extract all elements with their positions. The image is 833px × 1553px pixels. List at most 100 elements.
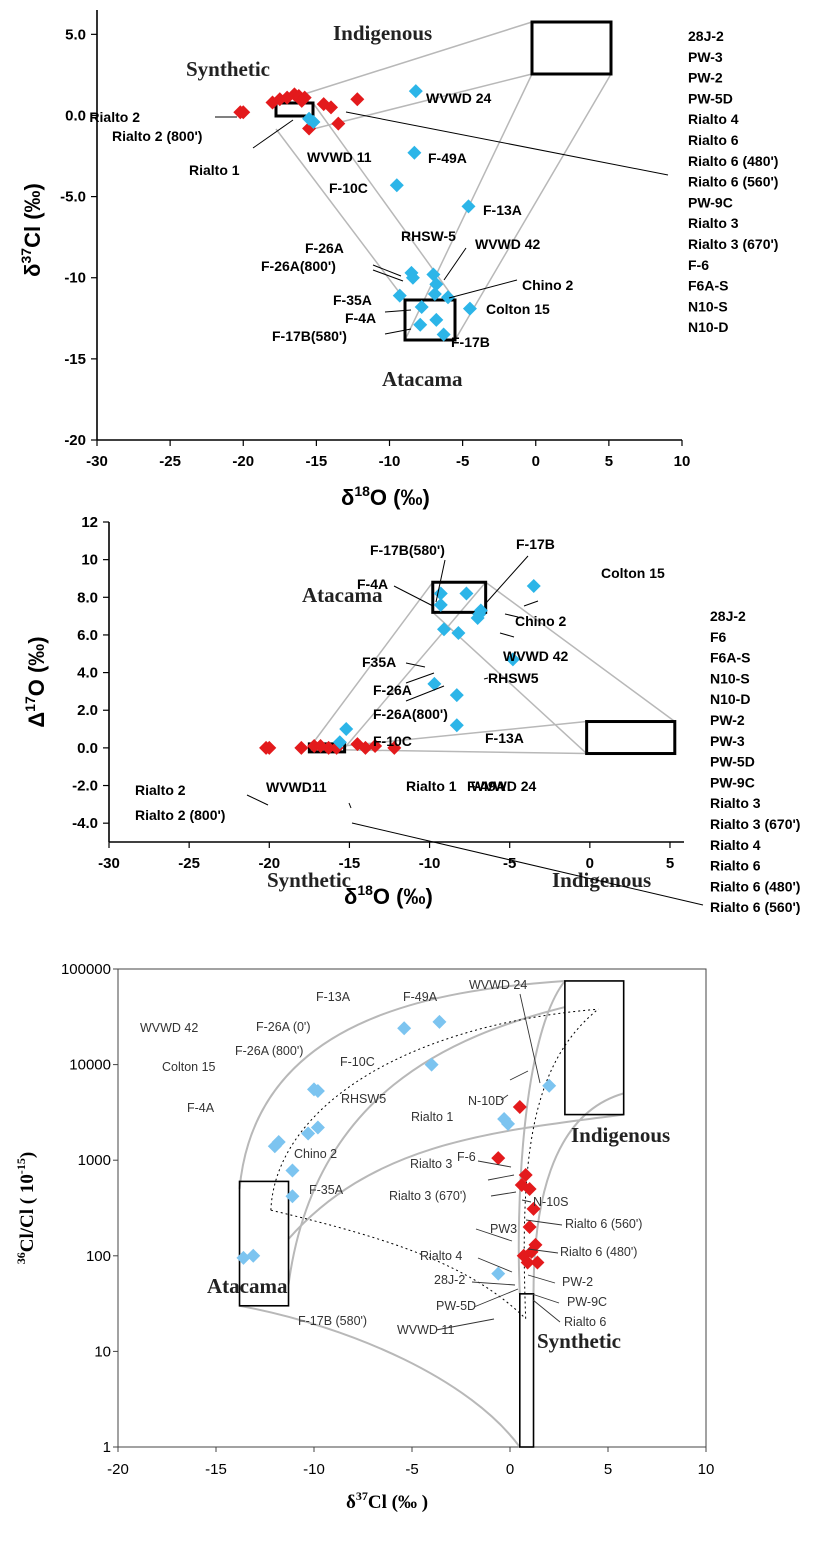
panel-2-o17-vs-oxygen: -30 -25 -20 -15 -10 -5 0 5 12 10 8.0 6.0 4.0 2.0 0.0 -2… <box>22 514 800 915</box>
p2-synthetic-point <box>368 739 383 753</box>
p2-synthetic-point <box>262 740 277 755</box>
p2-region-label: Synthetic <box>267 868 351 892</box>
p1-y-tick-label: -15 <box>64 351 86 368</box>
p3-groundwater-point <box>246 1248 261 1263</box>
p1-synthetic-box <box>274 101 315 118</box>
p1-label: F-10C <box>329 180 368 196</box>
p1-synthetic-point <box>350 92 365 107</box>
p2-x-tick-label: -25 <box>178 855 200 872</box>
p1-xlabel-rest: O (‰) <box>370 485 430 510</box>
p1-groundwater-point <box>407 145 422 160</box>
p3-groundwater-point <box>236 1250 251 1265</box>
p3-label: N-10S <box>533 1195 568 1209</box>
p3-label: F-17B (580') <box>298 1314 367 1328</box>
p3-region-label: Atacama <box>207 1274 288 1298</box>
p2-ylabel-main: Δ <box>24 712 49 728</box>
p1-x-tick-label: 5 <box>605 453 613 470</box>
p2-legend-item: F6A-S <box>710 650 750 666</box>
panel-3-chlorine36-vs-chlorine37: -20 -15 -10 -5 0 5 10 100000 10000 1000 100 10 1 Indi… <box>14 961 714 1513</box>
p2-synthetic-point <box>321 740 336 755</box>
p1-synthetic-point <box>294 93 309 108</box>
p1-groundwater-point <box>429 277 444 292</box>
p3-synthetic-point <box>526 1201 541 1216</box>
p3-x-axis-title: δ37Cl (‰ ) <box>346 1489 428 1513</box>
p3-x-tick-label: 0 <box>506 1461 514 1478</box>
p2-synthetic-point <box>387 740 402 755</box>
p3-leader-line <box>509 1070 529 1081</box>
p1-label: F-26A <box>305 240 344 256</box>
p2-xlabel-main: δ <box>344 884 357 909</box>
p2-label: F-13A <box>485 730 524 746</box>
p3-label: F-13A <box>316 990 351 1004</box>
p3-label: F-4A <box>187 1101 215 1115</box>
p1-axis-ticks: -30 -25 -20 -15 -10 -5 0 5 10 5.0 0.0 -5.0 -10 -15 -20 <box>60 26 690 470</box>
p3-synthetic-point <box>522 1181 537 1196</box>
p2-groundwater-point <box>526 579 541 593</box>
p2-groundwater-point <box>472 607 487 622</box>
p3-mixing-curves <box>270 1008 599 1320</box>
p3-label: F-26A (800') <box>235 1044 303 1058</box>
p2-legend-item: PW-5D <box>710 754 755 770</box>
p3-label: PW3 <box>490 1222 517 1236</box>
p1-label: Rialto 2 (800') <box>112 128 202 144</box>
p2-x-tick-label: -20 <box>258 855 280 872</box>
p1-legend-item: Rialto 6 (480') <box>688 153 778 169</box>
p2-legend-item: Rialto 6 <box>710 858 761 874</box>
p3-synthetic-point <box>491 1151 506 1166</box>
p3-y-tick-label: 1 <box>103 1439 111 1456</box>
p1-indigenous-box <box>530 20 613 76</box>
p1-legend-item: 28J-2 <box>688 28 724 44</box>
p2-ylabel-sup: 17 <box>22 696 38 712</box>
p1-legend-item: Rialto 6 <box>688 132 739 148</box>
p3-label: Rialto 3 (670') <box>389 1189 466 1203</box>
p1-envelope-line <box>275 128 406 301</box>
p1-arrow <box>345 111 669 176</box>
p3-label: F-49A <box>403 990 438 1004</box>
p1-envelope-line <box>312 102 456 301</box>
p2-legend-item: Rialto 4 <box>710 837 761 853</box>
p1-ylabel-rest: Cl (‰) <box>20 183 45 248</box>
p3-x-tick-label: -5 <box>405 1461 418 1478</box>
p2-label: WVWD11 <box>266 779 327 795</box>
p3-synthetic-point <box>522 1220 537 1235</box>
p3-leader-line <box>475 1228 513 1242</box>
p2-arrow <box>435 559 446 603</box>
p3-synthetic-point <box>530 1255 545 1270</box>
p1-envelope-line <box>312 73 533 130</box>
p3-xlabel-sup: 37 <box>356 1489 368 1503</box>
p3-mixing-curve <box>270 1008 599 1211</box>
p3-x-tick-label: -15 <box>205 1461 227 1478</box>
p3-leader-line <box>473 1288 519 1308</box>
p2-synthetic-point <box>358 740 373 755</box>
p2-label: F-26A <box>373 682 412 698</box>
p3-leader-line <box>527 1274 556 1284</box>
p1-y-tick-label: -20 <box>64 432 86 449</box>
p1-groundwater-point <box>405 270 420 285</box>
p2-groundwater-point <box>436 622 451 637</box>
p1-arrow <box>384 328 412 335</box>
p2-label: WVWD 24 <box>471 778 537 794</box>
p2-x-tick-label: -30 <box>98 855 120 872</box>
p3-leader-line <box>521 1199 532 1203</box>
p3-label: N-10D <box>468 1094 504 1108</box>
p1-synthetic-point <box>236 105 251 120</box>
p3-xlabel-main: δ <box>346 1492 356 1513</box>
p3-y-tick-label: 100000 <box>61 961 111 978</box>
p3-x-tick-label: -10 <box>303 1461 325 1478</box>
p2-label: F-17B <box>516 536 555 552</box>
p2-y-tick-label: 2.0 <box>77 702 98 719</box>
p1-x-tick-label: -25 <box>159 453 181 470</box>
p2-arrow <box>485 555 529 604</box>
p1-region-label-indigenous: Indigenous <box>333 21 432 45</box>
p1-synthetic-point <box>324 100 338 115</box>
p1-groundwater-point <box>413 317 428 332</box>
p3-label: F-10C <box>340 1055 375 1069</box>
p2-y-tick-label: 12 <box>81 514 98 531</box>
p2-envelope-line <box>344 720 587 747</box>
p3-label: Rialto 6 <box>564 1315 606 1329</box>
p2-y-tick-label: 6.0 <box>77 627 98 644</box>
p1-legend-item: N10-D <box>688 319 728 335</box>
p1-arrow <box>443 247 467 281</box>
p2-region-label: Indigenous <box>552 868 651 892</box>
p1-legend-list: 28J-2 PW-3 PW-2 PW-5D Rialto 4 Rialto 6 Rialto… <box>688 28 778 335</box>
